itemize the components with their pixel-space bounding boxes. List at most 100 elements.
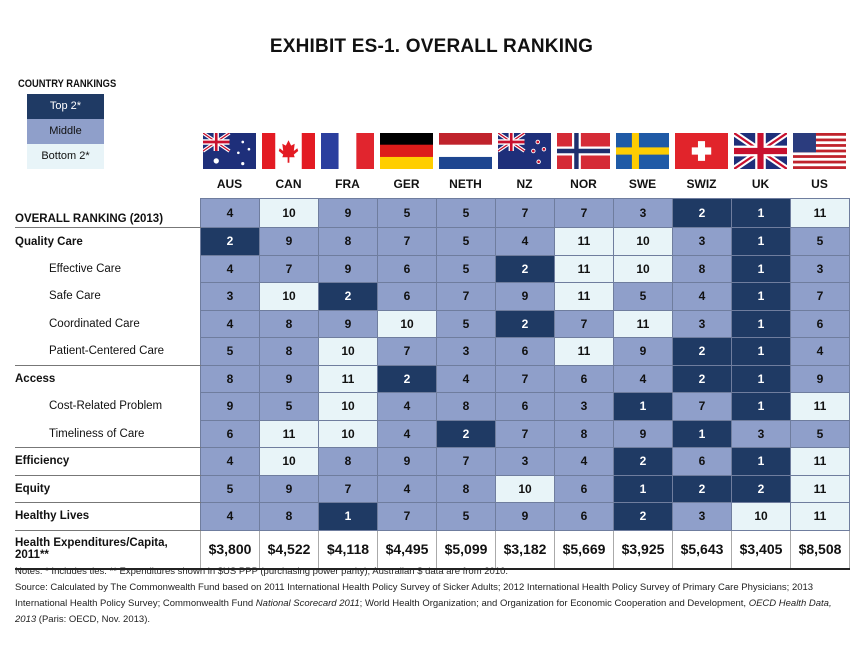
rank-cell: 9 bbox=[259, 227, 319, 256]
source-text: ; World Health Organization; and Organiz… bbox=[359, 598, 749, 609]
rank-cell: 9 bbox=[495, 502, 555, 531]
table-row: Effective Care 4 7 9 6 5 2 11 10 8 1 3 bbox=[15, 254, 850, 283]
row-label: Health Expenditures/Capita, 2011** bbox=[15, 530, 201, 570]
rank-cell: 1 bbox=[731, 392, 791, 421]
rank-cell: 7 bbox=[495, 364, 555, 393]
rank-cell: 11 bbox=[790, 447, 850, 476]
table-row: Efficiency 4 10 8 9 7 3 4 2 6 1 11 bbox=[15, 447, 850, 476]
rank-cell: 3 bbox=[436, 337, 496, 366]
rank-cell: 6 bbox=[790, 309, 850, 338]
rank-cell: 8 bbox=[259, 502, 319, 531]
rank-cell: 6 bbox=[495, 337, 555, 366]
column-header: NETH bbox=[449, 177, 482, 191]
rank-cell: 11 bbox=[554, 337, 614, 366]
rank-cell: 4 bbox=[200, 309, 260, 338]
rank-cell: 5 bbox=[436, 198, 496, 228]
rank-cell: 5 bbox=[436, 227, 496, 256]
rank-cell: 9 bbox=[377, 447, 437, 476]
source-text: OECD Health Data, 2013 bbox=[15, 598, 832, 625]
rank-cell: 4 bbox=[436, 364, 496, 393]
rank-cell: 5 bbox=[790, 227, 850, 256]
rank-cell: 1 bbox=[731, 198, 791, 228]
rank-cell: 6 bbox=[554, 364, 614, 393]
new-zealand-flag-icon bbox=[497, 131, 551, 169]
rank-cell: 2 bbox=[200, 227, 260, 256]
rank-cell: 7 bbox=[377, 227, 437, 256]
rank-cell: 1 bbox=[731, 254, 791, 283]
rank-cell: 2 bbox=[318, 282, 378, 311]
rank-cell: 8 bbox=[259, 337, 319, 366]
rank-cell: 11 bbox=[259, 419, 319, 448]
rank-cell: 2 bbox=[377, 364, 437, 393]
rank-cell: 2 bbox=[613, 447, 673, 476]
rank-cell: 1 bbox=[731, 227, 791, 256]
rank-cell: 2 bbox=[495, 309, 555, 338]
expenditure-cell: $3,182 bbox=[495, 529, 555, 570]
source-text: (Paris: OECD, Nov. 2013). bbox=[36, 614, 150, 625]
rank-cell: 8 bbox=[318, 227, 378, 256]
rank-cell: 5 bbox=[790, 419, 850, 448]
rank-cell: 3 bbox=[672, 227, 732, 256]
column-header: US bbox=[811, 177, 828, 191]
rank-cell: 10 bbox=[377, 309, 437, 338]
rank-cell: 7 bbox=[790, 282, 850, 311]
rank-cell: 5 bbox=[377, 198, 437, 228]
row-label: Efficiency bbox=[15, 447, 201, 476]
row-label: Effective Care bbox=[49, 262, 122, 275]
rank-cell: 9 bbox=[613, 419, 673, 448]
rank-cell: 10 bbox=[259, 447, 319, 476]
rank-cell: 7 bbox=[436, 447, 496, 476]
legend-top: Top 2* bbox=[27, 94, 104, 119]
rank-cell: 5 bbox=[200, 337, 260, 366]
column-header: NOR bbox=[570, 177, 597, 191]
rank-cell: 6 bbox=[377, 282, 437, 311]
rank-cell: 11 bbox=[554, 227, 614, 256]
rank-cell: 7 bbox=[495, 198, 555, 228]
rank-cell: 2 bbox=[731, 474, 791, 503]
row-label: Access bbox=[15, 373, 56, 385]
rank-cell: 6 bbox=[554, 474, 614, 503]
rank-cell: 6 bbox=[200, 419, 260, 448]
rank-cell: 9 bbox=[495, 282, 555, 311]
rank-cell: 4 bbox=[613, 364, 673, 393]
rank-cell: 1 bbox=[613, 392, 673, 421]
rank-cell: 9 bbox=[318, 254, 378, 283]
source-line: Source: Calculated by The Commonwealth F… bbox=[15, 580, 855, 628]
rank-cell: 7 bbox=[436, 282, 496, 311]
rank-cell: 4 bbox=[377, 474, 437, 503]
rank-cell: 5 bbox=[200, 474, 260, 503]
rank-cell: 6 bbox=[554, 502, 614, 531]
rank-cell: 4 bbox=[200, 502, 260, 531]
rank-cell: 3 bbox=[672, 502, 732, 531]
rank-cell: 4 bbox=[377, 392, 437, 421]
rank-cell: 9 bbox=[259, 474, 319, 503]
table-row: Safe Care 3 10 2 6 7 9 11 5 4 1 7 bbox=[15, 282, 850, 311]
rank-cell: 10 bbox=[318, 392, 378, 421]
table-row: Equity 5 9 7 4 8 10 6 1 2 2 11 bbox=[15, 474, 850, 503]
rank-cell: 2 bbox=[613, 502, 673, 531]
rank-cell: 7 bbox=[554, 198, 614, 228]
rank-cell: 9 bbox=[790, 364, 850, 393]
row-label: OVERALL RANKING (2013) bbox=[15, 198, 201, 228]
france-flag-icon bbox=[321, 133, 374, 169]
rank-cell: 9 bbox=[318, 309, 378, 338]
column-header: GER bbox=[393, 177, 420, 191]
rank-cell: 10 bbox=[259, 198, 319, 228]
expenditure-row: Health Expenditures/Capita, 2011** $3,800… bbox=[15, 529, 850, 570]
sweden-flag-icon bbox=[616, 133, 669, 169]
rank-cell: 1 bbox=[672, 419, 732, 448]
rank-cell: 5 bbox=[436, 254, 496, 283]
rank-cell: 8 bbox=[672, 254, 732, 283]
rank-cell: 9 bbox=[259, 364, 319, 393]
rank-cell: 10 bbox=[495, 474, 555, 503]
rank-cell: 3 bbox=[790, 254, 850, 283]
rank-cell: 8 bbox=[436, 474, 496, 503]
rank-cell: 4 bbox=[200, 254, 260, 283]
rank-cell: 4 bbox=[200, 447, 260, 476]
rank-cell: 7 bbox=[259, 254, 319, 283]
source-text: Source: Calculated by The Commonwealth F… bbox=[15, 582, 814, 609]
rank-cell: 10 bbox=[613, 227, 673, 256]
netherlands-flag-icon bbox=[439, 133, 492, 169]
rank-cell: 11 bbox=[554, 254, 614, 283]
rank-cell: 1 bbox=[731, 309, 791, 338]
